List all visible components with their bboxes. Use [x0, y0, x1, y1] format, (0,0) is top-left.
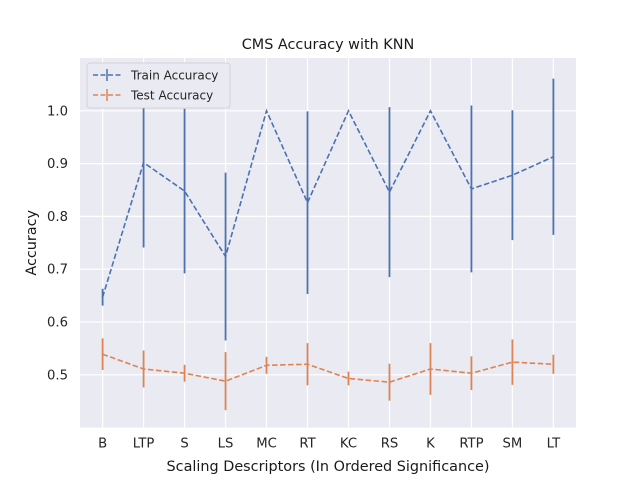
x-tick-label: B	[98, 437, 107, 452]
legend-item-test: Test Accuracy	[93, 89, 213, 103]
x-tick-label: KC	[340, 437, 357, 452]
legend-test-label: Test Accuracy	[130, 89, 213, 103]
x-tick-label: RS	[381, 437, 399, 452]
legend-item-train: Train Accuracy	[93, 69, 218, 83]
x-tick-label: LS	[218, 437, 234, 452]
y-tick-label: 0.9	[47, 157, 68, 172]
plot-area	[80, 58, 576, 428]
train-accuracy-line	[101, 108, 554, 298]
series-layer	[101, 77, 555, 411]
y-tick-label: 0.7	[47, 263, 68, 278]
x-tick-label: RTP	[459, 437, 483, 452]
x-tick-label: LTP	[133, 437, 155, 452]
legend-box	[86, 62, 231, 109]
x-tick-label: RT	[299, 437, 316, 452]
legend: Train Accuracy Test Accuracy	[86, 62, 231, 109]
x-tick-label: MC	[256, 437, 277, 452]
series-test-accuracy	[101, 338, 555, 411]
x-tick-label: K	[426, 437, 435, 452]
x-axis-label: Scaling Descriptors (In Ordered Signific…	[167, 459, 490, 475]
x-tick-label: SM	[503, 437, 523, 452]
y-axis-label: Accuracy	[24, 209, 40, 275]
y-tick-label: 0.5	[47, 368, 68, 383]
x-tick-label: S	[180, 437, 188, 452]
y-tick-label: 0.6	[47, 316, 68, 331]
legend-train-label: Train Accuracy	[130, 69, 218, 83]
chart-title: CMS Accuracy with KNN	[242, 37, 415, 53]
tick-labels: B LTP S LS MC RT KC RS K RTP SM LT 0.5 0.6 0.7 0.8 0.9 1.…	[47, 104, 561, 451]
y-tick-label: 1.0	[47, 104, 68, 119]
test-accuracy-line	[102, 353, 554, 384]
x-tick-label: LT	[547, 437, 562, 452]
series-train-accuracy	[101, 77, 555, 341]
y-tick-label: 0.8	[47, 210, 68, 225]
